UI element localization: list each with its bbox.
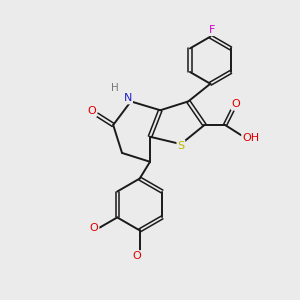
Text: H: H [111,83,119,93]
Text: O: O [87,106,96,116]
Text: S: S [177,141,184,151]
Text: O: O [232,99,240,110]
Text: OH: OH [242,133,259,143]
Text: O: O [132,251,141,261]
Text: F: F [208,25,215,35]
Text: O: O [90,224,99,233]
Text: N: N [124,94,132,103]
